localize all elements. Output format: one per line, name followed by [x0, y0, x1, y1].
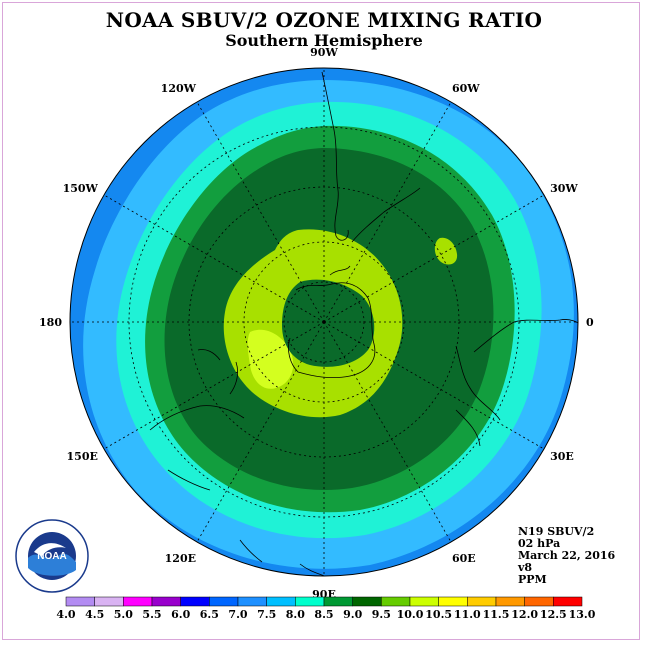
colorbar-swatch-6	[237, 596, 267, 607]
colorbar-tick-1: 4.5	[85, 608, 104, 621]
colorbar-swatch-10	[352, 596, 382, 607]
colorbar: 4.0 4.5 5.0 5.5 6.0 6.5 7.0 7.5 8.0 8.5 9.0 9.5 10.0…	[56, 596, 596, 621]
colorbar-tick-0: 4.0	[56, 608, 75, 621]
colorbar-swatch-1	[94, 596, 124, 607]
longitude-label-5: 60E	[452, 552, 476, 565]
graticule	[70, 68, 578, 576]
longitude-label-11: 120W	[161, 82, 197, 95]
longitude-label-2: 30W	[550, 182, 578, 195]
longitude-label-3: 0	[586, 316, 594, 329]
map-title: NOAA SBUV/2 OZONE MIXING RATIO	[105, 8, 543, 32]
colorbar-tick-17: 12.5	[540, 608, 567, 621]
colorbar-tick-13: 10.5	[425, 608, 452, 621]
longitude-label-9: 180	[39, 316, 62, 329]
metadata-block: N19 SBUV/2 02 hPa March 22, 2016 v8 PPM	[518, 526, 615, 586]
colorbar-tick-16: 12.0	[511, 608, 538, 621]
colorbar-tick-9: 8.5	[314, 608, 333, 621]
colorbar-swatch-8	[295, 596, 325, 607]
colorbar-swatch-16	[524, 596, 554, 607]
colorbar-swatch-17	[553, 596, 583, 607]
colorbar-swatch-11	[381, 596, 411, 607]
map-subtitle: Southern Hemisphere	[225, 31, 423, 50]
isolated-9-0	[434, 237, 458, 265]
contour-9-5	[247, 329, 294, 389]
satellite-label: N19 SBUV/2	[518, 525, 595, 538]
figure-frame	[2, 2, 640, 640]
colorbar-swatch-4	[180, 596, 210, 607]
coastlines	[149, 71, 578, 576]
version-label: v8	[518, 561, 533, 574]
colorbar-tick-8: 8.0	[286, 608, 305, 621]
longitude-label-4: 30E	[550, 450, 574, 463]
colorbar-tick-11: 9.5	[372, 608, 391, 621]
longitude-label-10: 150W	[63, 182, 99, 195]
colorbar-swatch-12	[409, 596, 439, 607]
colorbar-swatch-3	[151, 596, 181, 607]
inner-core-8-5	[282, 279, 375, 367]
colorbar-tick-18: 13.0	[569, 608, 596, 621]
colorbar-swatch-15	[495, 596, 525, 607]
pressure-level: 02 hPa	[518, 537, 561, 550]
date-label: March 22, 2016	[518, 549, 616, 562]
colorbar-tick-10: 9.0	[343, 608, 362, 621]
longitude-label-1: 60W	[452, 82, 480, 95]
longitude-label-8: 150E	[67, 450, 98, 463]
colorbar-swatch-9	[323, 596, 353, 607]
colorbar-tick-14: 11.0	[454, 608, 481, 621]
colorbar-tick-2: 5.0	[114, 608, 133, 621]
colorbar-swatch-7	[266, 596, 296, 607]
colorbar-swatch-5	[209, 596, 239, 607]
colorbar-swatch-13	[438, 596, 468, 607]
colorbar-tick-15: 11.5	[483, 608, 510, 621]
colorbar-swatch-0	[65, 596, 95, 607]
map-border	[69, 67, 579, 577]
units-label: PPM	[518, 573, 547, 586]
longitude-label-0: 90W	[310, 46, 338, 59]
colorbar-tick-5: 6.5	[200, 608, 219, 621]
colorbar-tick-6: 7.0	[228, 608, 247, 621]
colorbar-swatch-2	[123, 596, 153, 607]
logo-text: NOAA	[37, 551, 66, 562]
colorbar-tick-4: 6.0	[171, 608, 190, 621]
colorbar-swatch-14	[467, 596, 497, 607]
colorbar-tick-12: 10.0	[397, 608, 424, 621]
noaa-logo: NOAA	[14, 518, 90, 594]
colorbar-tick-3: 5.5	[142, 608, 161, 621]
longitude-label-7: 120E	[165, 552, 196, 565]
colorbar-tick-7: 7.5	[257, 608, 276, 621]
